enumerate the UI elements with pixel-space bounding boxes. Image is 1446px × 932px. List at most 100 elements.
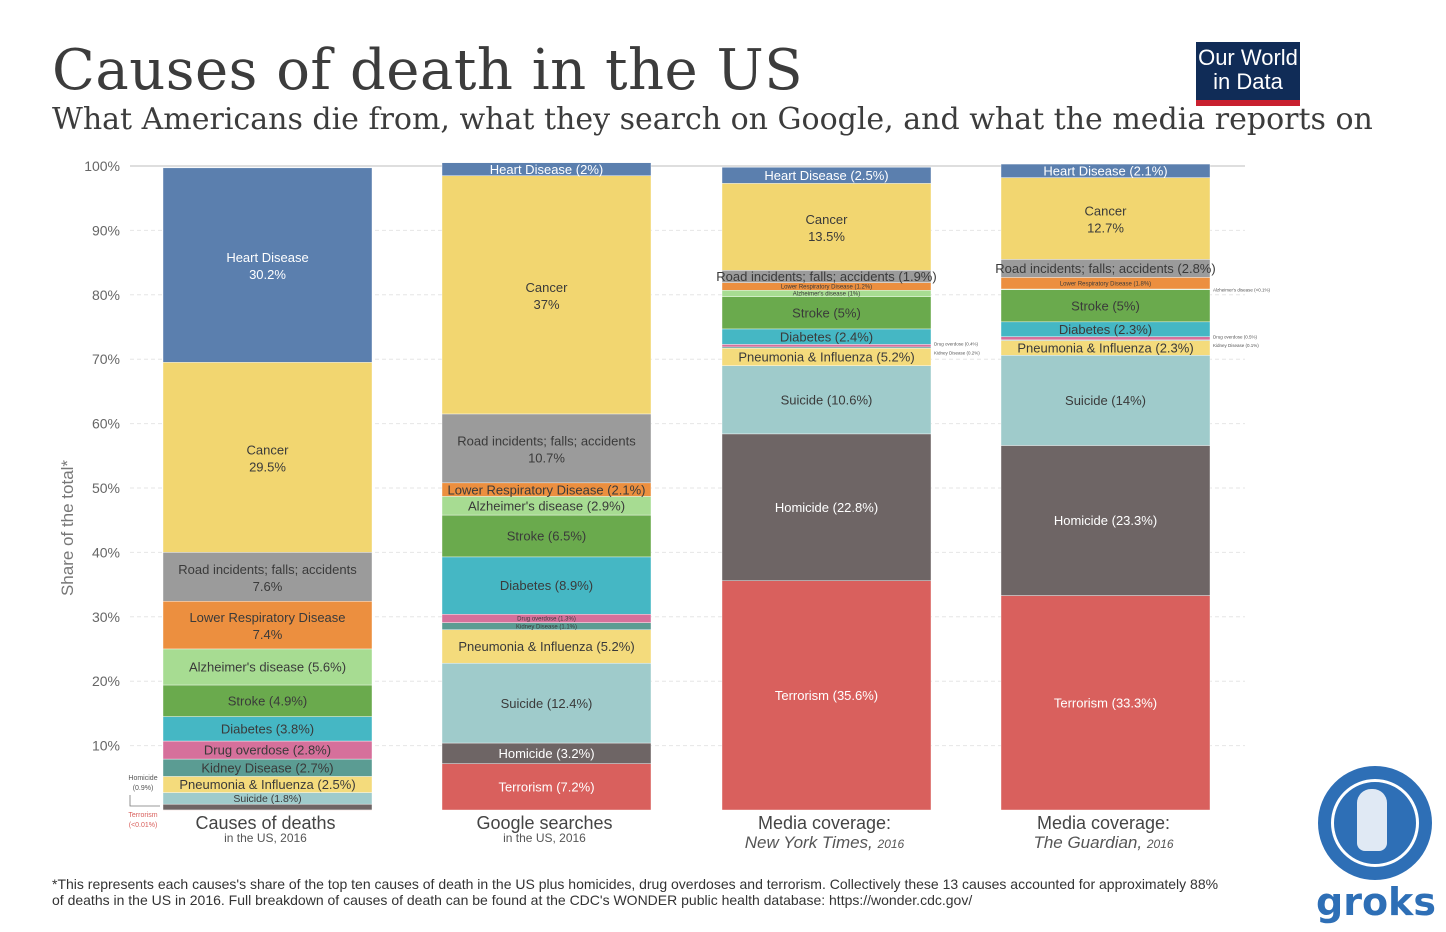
bar-segment-value: 30.2%	[249, 267, 286, 282]
bar-segment	[162, 167, 373, 363]
x-category-label: Media coverage:	[1037, 813, 1170, 833]
bar-segment-label: Alzheimer's disease (2.9%)	[468, 498, 625, 513]
bar-segment-label: Road incidents; falls; accidents	[178, 562, 357, 577]
bar-segment	[441, 413, 652, 484]
bar-segment-label: Lower Respiratory Disease (1.2%)	[781, 285, 872, 291]
bar-segment-label: Terrorism (7.2%)	[498, 779, 594, 794]
y-tick-label: 40%	[92, 544, 120, 560]
bar-segment	[1000, 289, 1211, 323]
bar-segment	[162, 552, 373, 602]
bar-segment-label: Cancer	[526, 280, 569, 295]
bar-segment-label: Drug overdose (1.3%)	[517, 617, 576, 623]
bar-segment-label: Lower Respiratory Disease (2.1%)	[448, 482, 646, 497]
x-category-sublabel: in the US, 2016	[224, 831, 307, 845]
bar-segment-label: Road incidents; falls; accidents	[457, 433, 636, 448]
chart-title: Causes of death in the US	[52, 38, 804, 103]
bar-segment-label: Lower Respiratory Disease	[189, 610, 345, 625]
bar-segment-label: Suicide (10.6%)	[781, 392, 873, 407]
x-category-label: Media coverage:	[758, 813, 891, 833]
y-tick-label: 100%	[84, 158, 120, 174]
annotation-value: (<0.01%)	[129, 822, 158, 829]
logo-line-2: in Data	[1213, 69, 1283, 94]
footnote-line-2: of deaths in the US in 2016. Full breakd…	[52, 892, 973, 908]
groks-watermark: groks	[1316, 880, 1436, 924]
bar-segment-label: Drug overdose (2.8%)	[204, 743, 331, 758]
bar-segment-label: Road incidents; falls; accidents (2.8%)	[995, 261, 1215, 276]
bar-segment	[721, 183, 932, 271]
bar-segment	[441, 629, 652, 664]
bar-segment-label: Heart Disease (2.1%)	[1043, 164, 1167, 179]
bar-segment	[162, 648, 373, 686]
bar-segment-label: Cancer	[806, 212, 849, 227]
x-category-label: Causes of deaths	[195, 813, 335, 833]
bar-segment-label: Pneumonia & Influenza (5.2%)	[458, 639, 634, 654]
bar-segment-label: Pneumonia & Influenza (2.3%)	[1017, 341, 1193, 356]
bar-segment-label: Stroke (4.9%)	[228, 693, 307, 708]
annotation-label: Terrorism	[128, 812, 157, 819]
stacked-bar-chart: 10% 20% 30% 40% 50% 60% 70% 80% 90% 100% Share of …	[58, 158, 1271, 852]
y-tick-label: 20%	[92, 673, 120, 689]
bar-segment-label: Alzheimer's disease (1%)	[793, 292, 861, 298]
groks-seal-icon	[1318, 766, 1432, 880]
bar-segment	[1000, 595, 1211, 811]
bar-segment	[441, 556, 652, 615]
bar-segment	[1000, 355, 1211, 446]
annotation-value: (0.9%)	[133, 785, 154, 792]
bar-segment-value: 13.5%	[808, 229, 845, 244]
bar-segment-label: Pneumonia & Influenza (2.5%)	[179, 777, 355, 792]
bar-segment	[162, 716, 373, 742]
y-tick-label: 10%	[92, 738, 120, 754]
y-axis-label: Share of the total*	[58, 460, 77, 596]
bar-segment	[721, 580, 932, 811]
bar-segment-label: Stroke (5%)	[792, 306, 861, 321]
bar-segment-label: Cancer	[247, 442, 290, 457]
y-tick-label: 80%	[92, 287, 120, 303]
bar-segment-label: Suicide (1.8%)	[233, 793, 301, 805]
bar-segment	[721, 167, 932, 184]
footnote-line-1: *This represents each causes's share of …	[52, 876, 1219, 892]
annotation-label: Alzheimer's disease (<0.1%)	[1213, 287, 1271, 292]
x-category-sublabel: in the US, 2016	[503, 831, 586, 845]
bar-segment-value: 29.5%	[249, 459, 286, 474]
bar-segment	[441, 175, 652, 415]
bar-segment-label: Homicide (22.8%)	[775, 500, 878, 515]
bar-segment-label: Heart Disease (2.5%)	[764, 168, 888, 183]
bar-segment-value: 10.7%	[528, 450, 565, 465]
bar-segment-label: Heart Disease	[226, 250, 308, 265]
bar-segment	[721, 433, 932, 581]
bar-segment-value: 37%	[533, 297, 559, 312]
bar-segment-label: Alzheimer's disease (5.6%)	[189, 660, 346, 675]
bar-segment	[721, 344, 932, 348]
logo-line-1: Our World	[1198, 45, 1298, 70]
y-tick-label: 70%	[92, 351, 120, 367]
bar-segment-label: Lower Respiratory Disease (1.8%)	[1060, 281, 1151, 287]
bar-segment	[721, 296, 932, 330]
bar-segment	[441, 763, 652, 811]
bar-segment-label: Diabetes (8.9%)	[500, 578, 593, 593]
our-world-in-data-logo[interactable]: Our World in Data	[1196, 42, 1300, 106]
bar-segment-value: 12.7%	[1087, 220, 1124, 235]
bar-segment-label: Suicide (14%)	[1065, 393, 1146, 408]
y-tick-label: 30%	[92, 609, 120, 625]
bar-segment	[162, 601, 373, 650]
y-tick-label: 50%	[92, 480, 120, 496]
bar-segment	[1000, 163, 1211, 178]
bar-segment-value: 7.4%	[253, 627, 283, 642]
annotation-label: Kidney Disease (0.1%)	[1213, 343, 1259, 348]
bar-segment-label: Diabetes (3.8%)	[221, 721, 314, 736]
chart-subtitle: What Americans die from, what they searc…	[52, 102, 1373, 137]
annotation-label: Homicide	[128, 775, 157, 782]
x-category-sublabel: New York Times, 2016	[745, 833, 905, 852]
bar-segment-label: Homicide (3.2%)	[498, 746, 594, 761]
bar-segment-label: Terrorism (35.6%)	[775, 688, 878, 703]
annotation-label: Kidney Disease (0.2%)	[934, 351, 980, 356]
bar-segment	[162, 362, 373, 553]
bar-segment	[441, 662, 652, 744]
bar-segment-label: Stroke (5%)	[1071, 298, 1140, 313]
footnote: *This represents each causes's share of …	[52, 876, 1302, 908]
bar-segment	[441, 162, 652, 176]
bar-segment-label: Road incidents; falls; accidents (1.9%)	[716, 269, 936, 284]
y-tick-label: 90%	[92, 222, 120, 238]
bar-segment	[1000, 336, 1211, 341]
annotation-leader	[129, 795, 160, 807]
